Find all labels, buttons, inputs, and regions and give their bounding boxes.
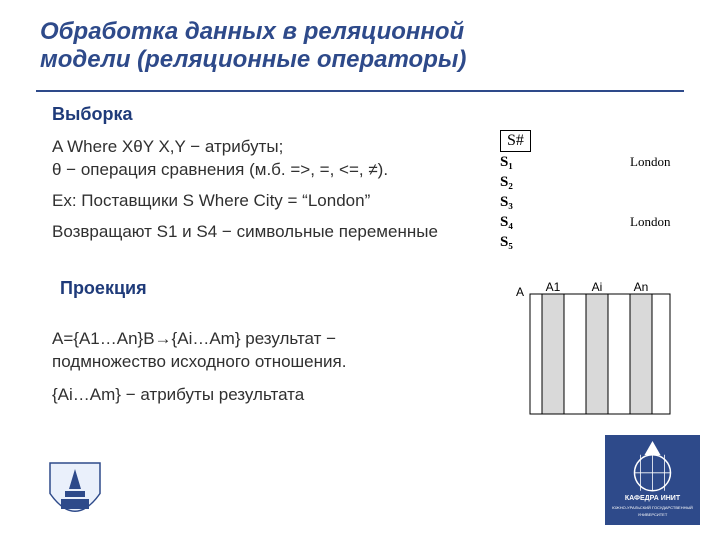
projection-line3: {Ai…Am} − атрибуты результата bbox=[52, 384, 472, 407]
selection-s-cell: S₅ bbox=[500, 234, 540, 254]
selection-s-cell: S₁ bbox=[500, 154, 540, 174]
selection-table-row: S₄London bbox=[500, 214, 720, 234]
selection-line1: A Where XθY X,Y − атрибуты; bbox=[52, 136, 482, 159]
selection-table: S# S₁LondonS₂S₃S₄LondonS₅ bbox=[500, 130, 720, 254]
selection-body: A Where XθY X,Y − атрибуты; θ − операция… bbox=[52, 136, 482, 244]
section-projection-heading: Проекция bbox=[60, 278, 147, 299]
projection-line1: A={A1…An}B→{Ai…Am} результат − bbox=[52, 328, 472, 351]
selection-s-cell: S₄ bbox=[500, 214, 540, 234]
page-title: Обработка данных в реляционной модели (р… bbox=[40, 18, 600, 73]
selection-table-row: S₁London bbox=[500, 154, 720, 174]
svg-text:A: A bbox=[516, 285, 524, 299]
projection-line2: подмножество исходного отношения. bbox=[52, 351, 472, 374]
logo-left bbox=[40, 455, 110, 530]
selection-line4: Возвращают S1 и S4 − символьные переменн… bbox=[52, 221, 482, 244]
selection-table-row: S₂ bbox=[500, 174, 720, 194]
title-line2: модели (реляционные операторы) bbox=[40, 46, 466, 73]
projection-diagram-svg: A A1 Ai An bbox=[510, 278, 690, 418]
svg-text:КАФЕДРА ИНИТ: КАФЕДРА ИНИТ bbox=[625, 495, 681, 502]
svg-text:A1: A1 bbox=[546, 280, 561, 294]
selection-table-row: S₃ bbox=[500, 194, 720, 214]
title-line1: Обработка данных в реляционной bbox=[40, 18, 464, 45]
selection-line3: Ex: Поставщики S Where City = “London” bbox=[52, 190, 482, 213]
selection-city-cell: London bbox=[540, 214, 720, 234]
logo-left-icon bbox=[40, 455, 110, 525]
svg-text:An: An bbox=[634, 280, 649, 294]
selection-table-row: S₅ bbox=[500, 234, 720, 254]
logo-right-icon: КАФЕДРА ИНИТ ЮЖНО-УРАЛЬСКИЙ ГОСУДАРСТВЕНН… bbox=[605, 435, 700, 525]
selection-line2: θ − операция сравнения (м.б. =>, =, <=, … bbox=[52, 159, 482, 182]
selection-city-cell bbox=[540, 234, 720, 254]
selection-s-cell: S₃ bbox=[500, 194, 540, 214]
projection-body: A={A1…An}B→{Ai…Am} результат − подмножес… bbox=[52, 328, 472, 407]
selection-city-cell bbox=[540, 174, 720, 194]
projection-diagram: A A1 Ai An bbox=[510, 278, 690, 423]
title-divider bbox=[36, 90, 684, 92]
svg-text:ЮЖНО-УРАЛЬСКИЙ ГОСУДАРСТВЕННЫЙ: ЮЖНО-УРАЛЬСКИЙ ГОСУДАРСТВЕННЫЙ bbox=[612, 505, 693, 510]
section-selection-heading: Выборка bbox=[52, 104, 133, 125]
selection-s-cell: S₂ bbox=[500, 174, 540, 194]
logo-right: КАФЕДРА ИНИТ ЮЖНО-УРАЛЬСКИЙ ГОСУДАРСТВЕНН… bbox=[605, 435, 700, 530]
svg-text:УНИВЕРСИТЕТ: УНИВЕРСИТЕТ bbox=[638, 512, 668, 517]
svg-text:Ai: Ai bbox=[592, 280, 603, 294]
selection-city-cell bbox=[540, 194, 720, 214]
selection-city-cell: London bbox=[540, 154, 720, 174]
selection-table-header: S# bbox=[500, 130, 531, 152]
